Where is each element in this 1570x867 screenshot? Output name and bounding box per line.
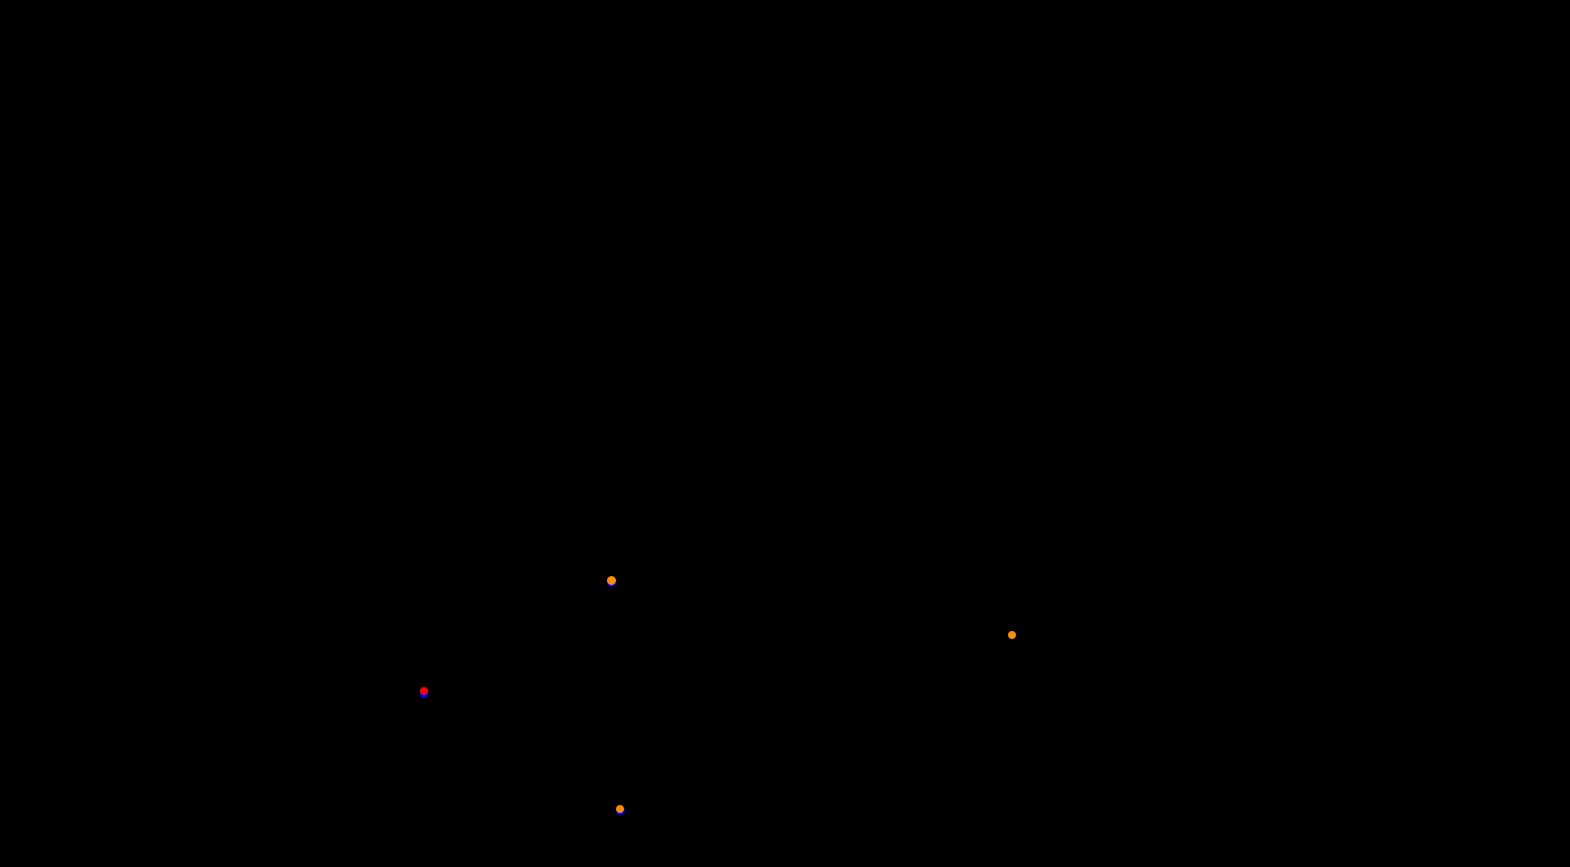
scatter-point-red [420, 687, 428, 695]
scatter-point-orange [615, 805, 624, 813]
scatter-point-orange [1008, 631, 1016, 639]
scatter-point-orange [607, 575, 616, 585]
